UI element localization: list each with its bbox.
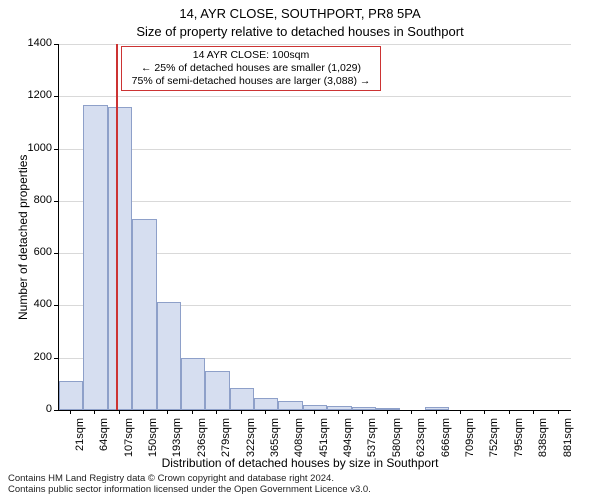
xtick-label: 365sqm xyxy=(269,418,281,466)
footer-line: Contains HM Land Registry data © Crown c… xyxy=(8,473,334,484)
xtick-mark xyxy=(533,410,534,414)
xtick-mark xyxy=(143,410,144,414)
xtick-label: 752sqm xyxy=(488,418,500,466)
xtick-label: 150sqm xyxy=(147,418,159,466)
histogram-bar xyxy=(327,406,351,410)
xtick-label: 580sqm xyxy=(391,418,403,466)
histogram-bar xyxy=(205,371,229,410)
xtick-mark xyxy=(411,410,412,414)
xtick-label: 795sqm xyxy=(513,418,525,466)
xtick-label: 709sqm xyxy=(464,418,476,466)
ytick-mark xyxy=(54,44,58,45)
ytick-label: 600 xyxy=(12,246,52,258)
histogram-bar xyxy=(59,381,83,410)
xtick-mark xyxy=(216,410,217,414)
y-axis-label: Number of detached properties xyxy=(16,155,30,320)
xtick-mark xyxy=(314,410,315,414)
xtick-mark xyxy=(509,410,510,414)
xtick-mark xyxy=(94,410,95,414)
xtick-mark xyxy=(70,410,71,414)
xtick-mark xyxy=(436,410,437,414)
histogram-bar xyxy=(376,408,400,410)
gridline xyxy=(59,96,571,97)
xtick-mark xyxy=(119,410,120,414)
xtick-label: 193sqm xyxy=(171,418,183,466)
histogram-bar xyxy=(254,398,278,410)
annotation-line: ← 25% of detached houses are smaller (1,… xyxy=(128,62,374,75)
xtick-label: 64sqm xyxy=(98,418,110,466)
histogram-plot: 14 AYR CLOSE: 100sqm ← 25% of detached h… xyxy=(58,44,571,411)
page-title: 14, AYR CLOSE, SOUTHPORT, PR8 5PA xyxy=(0,6,600,21)
histogram-bar xyxy=(230,388,254,410)
annotation-box: 14 AYR CLOSE: 100sqm ← 25% of detached h… xyxy=(121,46,381,91)
xtick-label: 494sqm xyxy=(342,418,354,466)
histogram-bar xyxy=(352,407,376,410)
histogram-bar xyxy=(83,105,107,410)
xtick-mark xyxy=(241,410,242,414)
xtick-mark xyxy=(167,410,168,414)
footer-line: Contains public sector information licen… xyxy=(8,484,371,495)
ytick-mark xyxy=(54,149,58,150)
xtick-mark xyxy=(192,410,193,414)
histogram-bar xyxy=(108,107,132,410)
annotation-line: 75% of semi-detached houses are larger (… xyxy=(128,75,374,88)
footer: Contains HM Land Registry data © Crown c… xyxy=(8,474,592,496)
xtick-mark xyxy=(265,410,266,414)
histogram-bar xyxy=(181,358,205,410)
xtick-mark xyxy=(338,410,339,414)
ytick-label: 1200 xyxy=(12,89,52,101)
ytick-mark xyxy=(54,253,58,254)
xtick-label: 322sqm xyxy=(245,418,257,466)
ytick-label: 1000 xyxy=(12,142,52,154)
page-subtitle: Size of property relative to detached ho… xyxy=(0,24,600,39)
ytick-mark xyxy=(54,305,58,306)
ytick-label: 0 xyxy=(12,403,52,415)
xtick-label: 666sqm xyxy=(440,418,452,466)
ytick-label: 800 xyxy=(12,194,52,206)
xtick-label: 236sqm xyxy=(196,418,208,466)
histogram-bar xyxy=(303,405,327,410)
xtick-mark xyxy=(387,410,388,414)
gridline xyxy=(59,201,571,202)
ytick-mark xyxy=(54,410,58,411)
marker-line xyxy=(116,44,118,410)
ytick-mark xyxy=(54,358,58,359)
gridline xyxy=(59,149,571,150)
histogram-bar xyxy=(425,407,449,410)
xtick-label: 451sqm xyxy=(318,418,330,466)
xtick-label: 408sqm xyxy=(293,418,305,466)
xtick-label: 623sqm xyxy=(415,418,427,466)
xtick-mark xyxy=(289,410,290,414)
gridline xyxy=(59,44,571,45)
ytick-label: 1400 xyxy=(12,37,52,49)
histogram-bar xyxy=(132,219,156,410)
xtick-mark xyxy=(484,410,485,414)
xtick-label: 881sqm xyxy=(562,418,574,466)
xtick-mark xyxy=(362,410,363,414)
xtick-label: 537sqm xyxy=(366,418,378,466)
xtick-label: 107sqm xyxy=(123,418,135,466)
ytick-label: 400 xyxy=(12,298,52,310)
ytick-mark xyxy=(54,96,58,97)
xtick-label: 838sqm xyxy=(537,418,549,466)
annotation-line: 14 AYR CLOSE: 100sqm xyxy=(128,49,374,62)
histogram-bar xyxy=(157,302,181,410)
ytick-label: 200 xyxy=(12,351,52,363)
ytick-mark xyxy=(54,201,58,202)
xtick-mark xyxy=(558,410,559,414)
histogram-bar xyxy=(278,401,302,410)
xtick-mark xyxy=(460,410,461,414)
xtick-label: 21sqm xyxy=(74,418,86,466)
xtick-label: 279sqm xyxy=(220,418,232,466)
